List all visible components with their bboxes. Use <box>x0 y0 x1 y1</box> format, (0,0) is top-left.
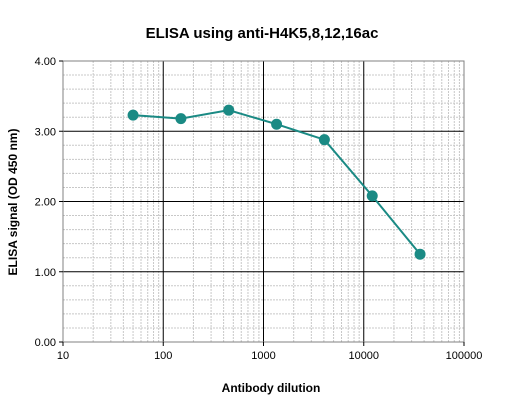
data-point <box>175 113 187 125</box>
data-point <box>414 248 426 260</box>
x-axis-ticks: 10 100 1000 10000 100000 <box>57 342 482 362</box>
x-tick-label: 10000 <box>348 350 379 362</box>
data-point <box>318 134 330 146</box>
x-tick-label: 10 <box>57 350 69 362</box>
y-tick-label: 1.00 <box>35 267 56 279</box>
data-point <box>366 190 378 202</box>
data-point <box>271 118 283 130</box>
minor-gridlines <box>63 61 464 342</box>
y-tick-label: 0.00 <box>35 337 56 349</box>
y-tick-label: 3.00 <box>35 126 56 138</box>
x-tick-label: 1000 <box>251 350 275 362</box>
major-gridlines <box>63 61 464 342</box>
series-line <box>133 109 421 255</box>
y-tick-label: 2.00 <box>35 197 56 209</box>
data-point <box>223 104 235 116</box>
x-tick-label: 100 <box>154 350 172 362</box>
chart-title: ELISA using anti-H4K5,8,12,16ac <box>146 25 379 42</box>
x-tick-label: 100000 <box>446 350 483 362</box>
y-axis-ticks: 0.00 1.00 2.00 3.00 4.00 <box>35 56 63 349</box>
y-axis-label: ELISA signal (OD 450 nm) <box>6 129 20 276</box>
data-point <box>127 109 139 121</box>
data-series <box>127 104 426 260</box>
y-tick-label: 4.00 <box>35 56 56 68</box>
x-axis-label: Antibody dilution <box>222 381 321 395</box>
